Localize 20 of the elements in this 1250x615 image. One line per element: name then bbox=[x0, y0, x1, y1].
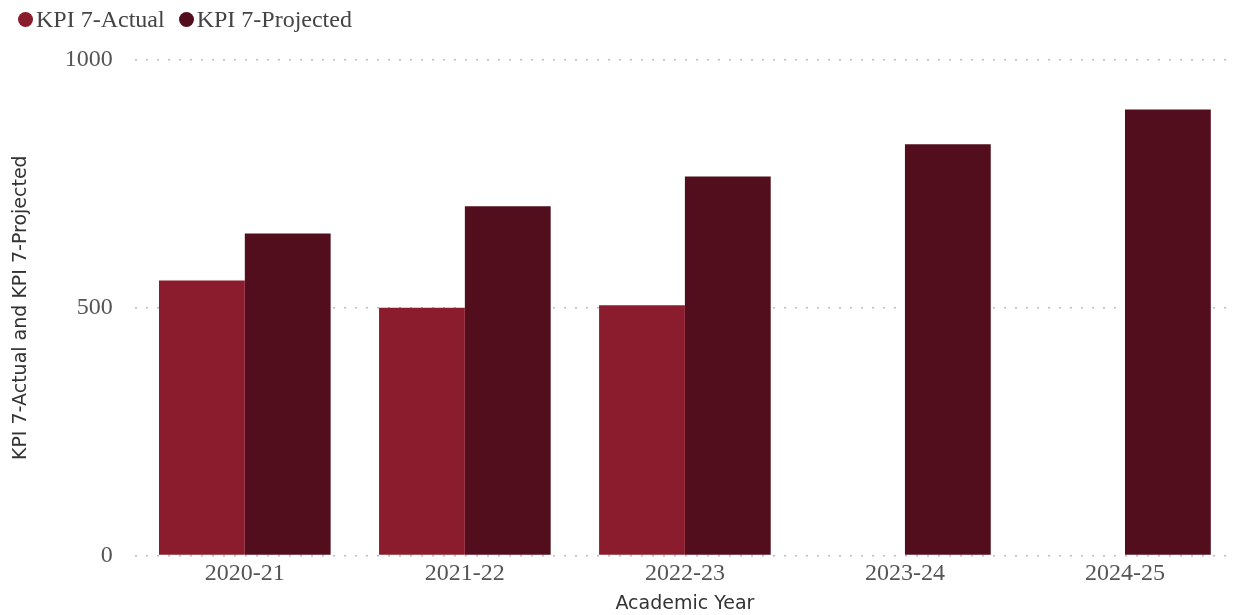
bar bbox=[904, 144, 991, 555]
x-tick-label: 2021-22 bbox=[424, 559, 505, 586]
x-tick-label: 2022-23 bbox=[644, 559, 725, 586]
x-tick-label: 2024-25 bbox=[1084, 559, 1165, 586]
y-tick-label: 1000 bbox=[64, 45, 113, 72]
bar bbox=[464, 206, 551, 555]
bar bbox=[159, 280, 245, 555]
x-tick-label: 2023-24 bbox=[864, 559, 945, 586]
bar bbox=[1124, 109, 1211, 555]
x-axis-title: Academic Year bbox=[615, 590, 755, 613]
bar bbox=[599, 305, 685, 555]
y-axis-title: KPI 7-Actual and KPI 7-Projected bbox=[8, 155, 31, 461]
y-tick-label: 0 bbox=[100, 540, 113, 567]
bar bbox=[684, 176, 771, 555]
y-tick-label: 500 bbox=[76, 293, 113, 319]
bar bbox=[244, 233, 331, 555]
legend-label: KPI 7-Actual bbox=[36, 6, 165, 33]
legend-label: KPI 7-Projected bbox=[196, 6, 352, 33]
bar bbox=[379, 307, 465, 555]
x-tick-label: 2020-21 bbox=[204, 559, 285, 586]
